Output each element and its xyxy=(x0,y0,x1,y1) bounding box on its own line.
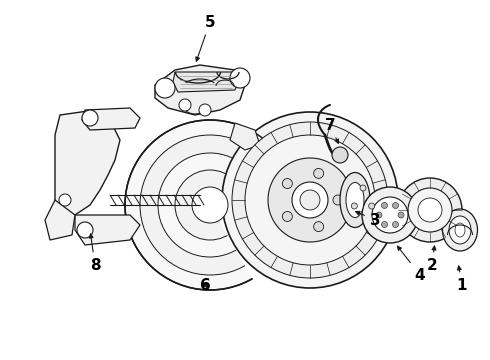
Polygon shape xyxy=(155,65,245,115)
Circle shape xyxy=(398,212,404,218)
Circle shape xyxy=(392,202,398,208)
Circle shape xyxy=(314,168,324,178)
Polygon shape xyxy=(173,72,238,92)
Circle shape xyxy=(408,188,452,232)
Circle shape xyxy=(382,202,388,208)
Text: 1: 1 xyxy=(457,266,467,292)
Circle shape xyxy=(232,122,388,278)
Circle shape xyxy=(292,182,328,218)
Circle shape xyxy=(282,179,293,189)
Circle shape xyxy=(314,222,324,231)
Polygon shape xyxy=(55,110,120,215)
Circle shape xyxy=(360,185,366,191)
Text: 2: 2 xyxy=(427,246,438,273)
Polygon shape xyxy=(230,123,260,150)
Circle shape xyxy=(398,178,462,242)
Circle shape xyxy=(77,222,93,238)
Circle shape xyxy=(179,99,191,111)
Circle shape xyxy=(300,190,320,210)
Ellipse shape xyxy=(442,209,477,251)
Text: 6: 6 xyxy=(199,278,210,292)
Polygon shape xyxy=(75,215,140,245)
Polygon shape xyxy=(82,108,140,130)
Circle shape xyxy=(418,198,442,222)
Circle shape xyxy=(125,120,295,290)
Circle shape xyxy=(222,112,398,288)
Circle shape xyxy=(372,197,408,233)
Ellipse shape xyxy=(340,172,370,228)
Circle shape xyxy=(268,158,352,242)
Circle shape xyxy=(245,135,375,265)
Circle shape xyxy=(59,194,71,206)
Text: 8: 8 xyxy=(89,234,100,273)
Circle shape xyxy=(155,78,175,98)
Ellipse shape xyxy=(449,216,471,244)
Text: 7: 7 xyxy=(325,117,339,143)
Ellipse shape xyxy=(455,223,465,237)
Circle shape xyxy=(333,195,343,205)
Circle shape xyxy=(230,68,250,88)
Circle shape xyxy=(175,170,245,240)
Circle shape xyxy=(282,211,293,221)
Circle shape xyxy=(140,135,280,275)
Text: 4: 4 xyxy=(397,246,425,283)
Circle shape xyxy=(362,187,418,243)
Circle shape xyxy=(351,203,357,209)
Circle shape xyxy=(382,221,388,228)
Ellipse shape xyxy=(346,183,364,217)
Circle shape xyxy=(368,203,375,209)
Wedge shape xyxy=(210,160,300,283)
Circle shape xyxy=(158,153,262,257)
Text: 3: 3 xyxy=(356,211,380,228)
Circle shape xyxy=(392,221,398,228)
Polygon shape xyxy=(45,200,75,240)
Circle shape xyxy=(82,110,98,126)
Circle shape xyxy=(199,104,211,116)
Text: 5: 5 xyxy=(196,14,215,61)
Circle shape xyxy=(192,187,228,223)
Circle shape xyxy=(332,147,348,163)
Circle shape xyxy=(376,212,382,218)
